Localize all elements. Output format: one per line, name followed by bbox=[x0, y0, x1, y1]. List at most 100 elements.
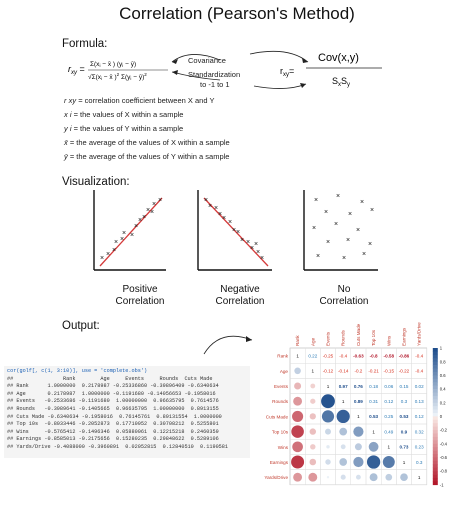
colorbar-segment bbox=[432, 471, 438, 475]
colorbar-segment bbox=[432, 436, 438, 441]
correlation-value: 0.22 bbox=[308, 353, 317, 358]
svg-text:×: × bbox=[324, 209, 328, 216]
data-points: ××× ××× ××× ××× ×× bbox=[204, 197, 264, 262]
correlation-value: 1 bbox=[388, 445, 391, 450]
colorbar-segment bbox=[432, 416, 438, 421]
svg-text:×: × bbox=[256, 249, 260, 256]
column-label: Earnings bbox=[402, 327, 407, 346]
colorbar-segment bbox=[432, 348, 438, 352]
correlation-circle bbox=[309, 413, 316, 420]
correlation-value: 1 bbox=[296, 353, 299, 358]
colorbar-segment bbox=[432, 358, 438, 362]
definition-item: y i = the values of Y within a sample bbox=[64, 124, 184, 133]
correlation-matrix: Rank Rank 1 0.22 -0.25 -0.4 -0.63 -0.8 -0.58 -0.8… bbox=[264, 322, 448, 487]
correlation-value: -0.2 bbox=[354, 369, 362, 374]
correlation-value: 0.15 bbox=[400, 384, 409, 389]
standardization-range: to -1 to 1 bbox=[200, 80, 230, 89]
correlation-value: 1 bbox=[372, 429, 375, 434]
correlation-circle bbox=[400, 473, 408, 482]
svg-text:×: × bbox=[260, 255, 264, 262]
correlation-value: -0.25 bbox=[323, 353, 334, 358]
correlation-value: -0.86 bbox=[399, 353, 410, 358]
colorbar-segment bbox=[432, 392, 438, 397]
definitions-list: r xy = correlation coefficient between X… bbox=[64, 96, 324, 166]
no-correlation-scatter-plot: ××× × ×× ××× × ×× × ×× bbox=[303, 190, 378, 271]
trend-line bbox=[99, 197, 163, 267]
row-label: Events bbox=[274, 384, 289, 389]
no-correlation-label: No Correlation bbox=[319, 284, 369, 307]
correlation-value: 1 bbox=[342, 399, 345, 404]
colorbar-segment bbox=[432, 378, 438, 383]
correlation-value: 0.12 bbox=[384, 399, 393, 404]
row-label: Cuts Made bbox=[266, 414, 289, 419]
svg-text:×: × bbox=[130, 232, 134, 239]
correlation-circle bbox=[294, 367, 301, 375]
correlation-circle bbox=[292, 441, 303, 453]
colorbar-segment bbox=[432, 402, 438, 407]
correlation-value: -0.4 bbox=[415, 353, 423, 358]
correlation-circle bbox=[293, 396, 303, 406]
svg-text:×: × bbox=[356, 227, 360, 234]
svg-text:×: × bbox=[106, 251, 110, 258]
correlation-value: 1 bbox=[418, 475, 421, 480]
console-line: ## Rank 1.0000000 0.2178987 -0.25336860 … bbox=[7, 383, 219, 390]
colorbar-tick-label: -0.8 bbox=[440, 469, 448, 474]
correlation-value: -0.8 bbox=[370, 353, 378, 358]
colorbar-segment bbox=[432, 477, 438, 482]
correlation-circle bbox=[382, 456, 395, 468]
correlation-circle bbox=[292, 410, 304, 422]
correlation-circle bbox=[326, 445, 330, 449]
correlation-value: 0.97 bbox=[339, 384, 348, 389]
correlation-circle bbox=[310, 398, 316, 404]
correlation-circle bbox=[336, 409, 350, 424]
data-points: ××× ××× ××× ××× ×× bbox=[100, 197, 162, 262]
correlation-circle bbox=[354, 443, 362, 451]
definition-item: ȳ = the average of the values of Y withi… bbox=[64, 152, 230, 161]
svg-text:×: × bbox=[346, 237, 350, 244]
svg-text:×: × bbox=[342, 255, 346, 262]
colorbar-tick-label: 0 bbox=[440, 414, 443, 419]
correlation-value: -0.14 bbox=[338, 369, 349, 374]
correlation-value: -0.63 bbox=[353, 353, 364, 358]
rhs-numerator: Cov(x,y) bbox=[318, 52, 359, 64]
row-label: Top 10s bbox=[272, 430, 289, 435]
svg-text:×: × bbox=[334, 221, 338, 228]
colorbar-segment bbox=[432, 443, 438, 448]
row-label: Age bbox=[280, 369, 289, 374]
correlation-circle bbox=[293, 472, 303, 482]
colorbar-segment bbox=[432, 474, 438, 479]
correlation-circle bbox=[340, 444, 346, 450]
colorbar-segment bbox=[432, 433, 438, 438]
correlation-value: 0.53 bbox=[369, 414, 378, 419]
colorbar-segment bbox=[432, 395, 438, 400]
correlation-value: 0.9 bbox=[401, 429, 408, 434]
svg-text:×: × bbox=[214, 205, 218, 212]
correlation-value: 0.12 bbox=[415, 414, 424, 419]
row-label: Earnings bbox=[270, 460, 289, 465]
console-line: cor(golf[, c(1, 3:10)], use = 'complete.… bbox=[7, 368, 148, 374]
correlation-circle bbox=[321, 410, 335, 423]
correlation-circle bbox=[310, 383, 316, 389]
correlation-value: -0.4 bbox=[339, 353, 347, 358]
svg-text:×: × bbox=[122, 230, 126, 237]
standardization-arrow-right bbox=[253, 83, 307, 89]
colorbar-tick-label: -0.4 bbox=[440, 441, 448, 446]
svg-text:×: × bbox=[312, 225, 316, 232]
correlation-value: 0.76 bbox=[354, 384, 363, 389]
row-label: Rounds bbox=[272, 399, 289, 404]
column-label: Age bbox=[310, 337, 315, 346]
rhs-denominator: SxSy bbox=[332, 76, 350, 88]
correlation-value: 0.73 bbox=[400, 445, 409, 450]
correlation-circle bbox=[340, 474, 346, 480]
formula-heading: Formula: bbox=[62, 38, 108, 50]
correlation-value: 1 bbox=[403, 460, 406, 465]
console-line: ## Earnings -0.8585013 -0.2175656 0.1528… bbox=[7, 436, 219, 443]
colorbar-segment bbox=[432, 426, 438, 431]
svg-text:×: × bbox=[316, 253, 320, 260]
correlation-circle bbox=[325, 428, 331, 435]
svg-text:×: × bbox=[114, 239, 118, 246]
svg-text:×: × bbox=[360, 199, 364, 206]
svg-text:×: × bbox=[150, 209, 154, 216]
colorbar-tick-label: 1 bbox=[440, 346, 443, 351]
correlation-circle bbox=[339, 458, 348, 466]
